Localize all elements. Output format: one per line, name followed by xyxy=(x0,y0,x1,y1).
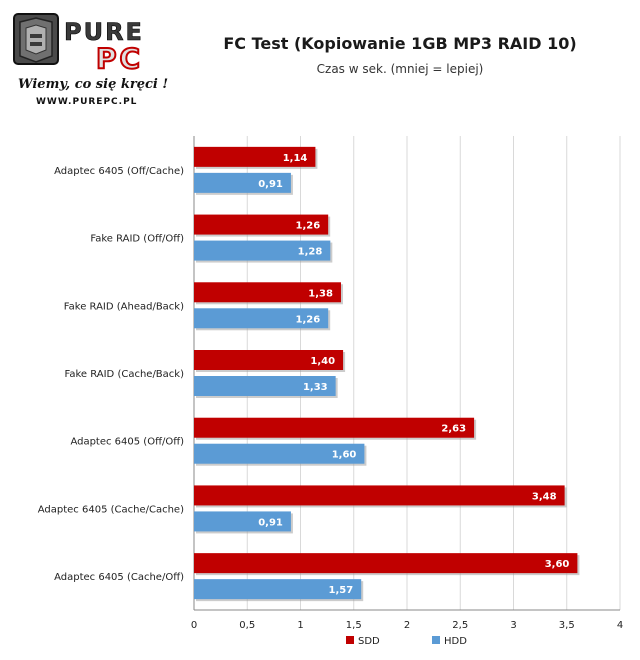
bar-sdd xyxy=(194,146,316,167)
bar-hdd xyxy=(194,376,336,396)
x-tick-label: 2 xyxy=(404,620,410,631)
data-label: 2,63 xyxy=(441,424,466,435)
chart-title: FC Test (Kopiowanie 1GB MP3 RAID 10) xyxy=(223,34,577,53)
legend-label: HDD xyxy=(444,636,467,647)
x-tick-label: 1,5 xyxy=(346,620,362,631)
data-label: 1,33 xyxy=(303,382,328,393)
chart-subtitle: Czas w sek. (mniej = lepiej) xyxy=(316,62,484,76)
legend-swatch xyxy=(346,636,354,644)
logo-wordmark-pc: PC xyxy=(96,42,143,75)
data-label: 1,26 xyxy=(296,221,321,232)
data-label: 1,60 xyxy=(332,450,357,461)
category-label: Adaptec 6405 (Off/Cache) xyxy=(54,166,184,177)
legend-swatch xyxy=(432,636,440,644)
bar-hdd xyxy=(194,308,329,329)
category-label: Fake RAID (Off/Off) xyxy=(90,234,184,245)
bar-hdd xyxy=(194,240,331,261)
x-tick-label: 4 xyxy=(617,620,623,631)
bar-sdd xyxy=(194,350,344,370)
data-label: 1,26 xyxy=(296,314,321,325)
bar-hdd xyxy=(194,443,365,464)
bar-hdd xyxy=(194,172,291,193)
data-label: 1,40 xyxy=(310,356,335,367)
category-label: Fake RAID (Ahead/Back) xyxy=(64,301,184,312)
logo-wordmark: PURE xyxy=(64,18,144,46)
data-label: 1,38 xyxy=(308,288,333,299)
data-label: 3,48 xyxy=(532,491,557,502)
x-tick-label: 2,5 xyxy=(452,620,468,631)
purepc-logo: PURE PC Wiemy, co się kręci ! WWW.PUREPC… xyxy=(10,8,180,108)
bar-sdd xyxy=(194,485,565,506)
data-label: 1,28 xyxy=(298,247,323,258)
category-label: Fake RAID (Cache/Back) xyxy=(65,369,185,380)
category-label: Adaptec 6405 (Cache/Off) xyxy=(54,572,184,583)
category-label: Adaptec 6405 (Cache/Cache) xyxy=(38,504,184,515)
logo-url: WWW.PUREPC.PL xyxy=(36,97,137,107)
bar-sdd xyxy=(194,417,475,438)
bar-hdd xyxy=(194,511,291,532)
data-label: 0,91 xyxy=(258,179,283,190)
data-label: 1,57 xyxy=(329,585,354,596)
x-tick-label: 0 xyxy=(191,620,197,631)
x-tick-label: 1 xyxy=(297,620,303,631)
x-tick-label: 3,5 xyxy=(559,620,575,631)
bar-sdd xyxy=(194,282,341,303)
data-label: 1,14 xyxy=(283,153,308,164)
x-tick-label: 0,5 xyxy=(239,620,255,631)
bar-hdd xyxy=(194,579,362,600)
data-label: 0,91 xyxy=(258,517,283,528)
category-label: Adaptec 6405 (Off/Off) xyxy=(70,437,184,448)
logo-slogan: Wiemy, co się kręci ! xyxy=(18,77,168,92)
data-label: 3,60 xyxy=(545,559,570,570)
bar-sdd xyxy=(194,553,578,574)
bar-sdd xyxy=(194,214,329,235)
x-tick-label: 3 xyxy=(510,620,516,631)
logo-emblem xyxy=(13,13,59,65)
legend-label: SDD xyxy=(358,636,380,647)
